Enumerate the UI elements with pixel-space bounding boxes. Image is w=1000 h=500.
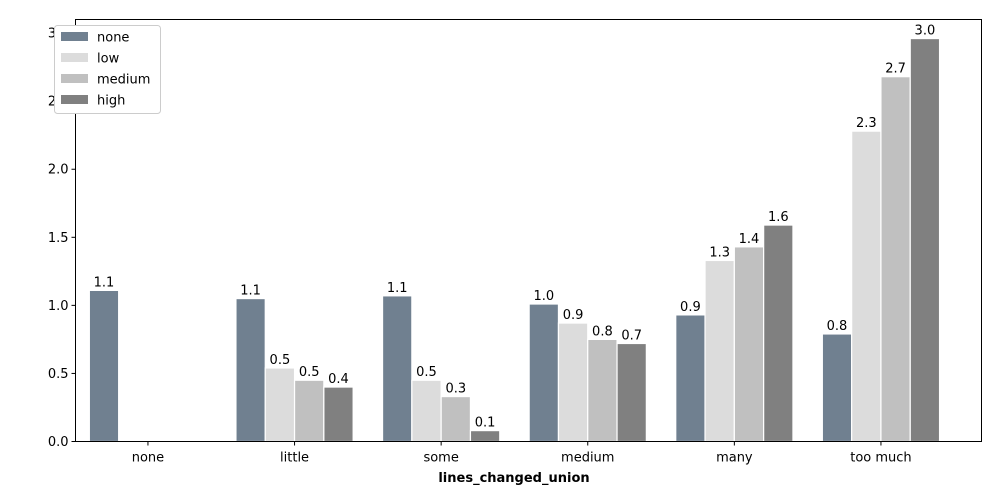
x-axis-title: lines_changed_union bbox=[438, 471, 589, 486]
legend-swatch-high bbox=[61, 95, 88, 104]
data-label: 1.1 bbox=[387, 281, 408, 296]
legend-label: high bbox=[97, 94, 125, 109]
data-label: 1.4 bbox=[739, 232, 760, 247]
data-label: 2.7 bbox=[885, 62, 906, 77]
bar-high bbox=[763, 224, 794, 443]
bar-medium bbox=[880, 76, 911, 443]
bar-none bbox=[381, 295, 413, 443]
bar-high bbox=[323, 386, 354, 443]
data-label: 0.4 bbox=[328, 372, 349, 387]
legend-box bbox=[54, 25, 161, 114]
data-label: 3.0 bbox=[915, 24, 936, 39]
bar-low bbox=[264, 367, 296, 443]
data-label: 1.3 bbox=[709, 245, 730, 260]
data-label: 0.8 bbox=[827, 319, 848, 334]
data-label: 0.9 bbox=[563, 308, 584, 323]
bar-none bbox=[675, 314, 706, 443]
x-axis: none little some medium many too much bbox=[132, 441, 912, 466]
data-label: 0.5 bbox=[416, 365, 437, 380]
bar-none bbox=[88, 289, 120, 443]
bar-high bbox=[909, 37, 941, 443]
x-tick-label: medium bbox=[561, 451, 614, 466]
legend-label: none bbox=[97, 31, 129, 46]
legend: none low medium high bbox=[54, 25, 161, 114]
data-label: 0.1 bbox=[475, 416, 496, 431]
y-tick-label: 0.0 bbox=[48, 435, 69, 450]
y-tick-label: 1.5 bbox=[48, 231, 69, 246]
data-label: 1.6 bbox=[768, 210, 789, 225]
legend-swatch-none bbox=[61, 32, 88, 41]
bar-low bbox=[557, 322, 589, 443]
data-label: 0.5 bbox=[270, 353, 291, 368]
bar-medium bbox=[733, 246, 765, 443]
legend-label: low bbox=[97, 52, 120, 67]
bar-high bbox=[616, 342, 647, 443]
data-label: 0.7 bbox=[621, 328, 642, 343]
plot-area: 1.1 1.1 0.5 0.5 0.4 1.1 0.5 0.3 0.1 1.0 0.9 0.8 0.7 0… bbox=[88, 24, 941, 443]
bar-low bbox=[411, 379, 442, 443]
bar-none bbox=[821, 333, 853, 443]
data-label: 0.8 bbox=[592, 324, 613, 339]
data-label: 0.5 bbox=[299, 365, 320, 380]
x-tick-label: many bbox=[716, 451, 753, 466]
legend-swatch-low bbox=[61, 53, 88, 62]
data-label: 1.1 bbox=[94, 275, 115, 290]
bar-low bbox=[704, 259, 735, 443]
bar-medium bbox=[587, 338, 618, 443]
y-tick-label: 2.0 bbox=[48, 163, 69, 178]
axes-frame bbox=[75, 19, 982, 442]
data-label: 2.3 bbox=[856, 116, 877, 131]
legend-swatch-medium bbox=[61, 74, 88, 83]
bar-low bbox=[851, 130, 882, 443]
bar-medium bbox=[440, 395, 472, 443]
bar-none bbox=[528, 303, 560, 443]
data-label: 0.9 bbox=[680, 300, 701, 315]
x-tick-label: none bbox=[132, 451, 164, 466]
bar-medium bbox=[293, 379, 325, 443]
x-tick-label: too much bbox=[850, 451, 911, 466]
bar-high bbox=[469, 430, 501, 443]
x-tick-label: little bbox=[280, 451, 309, 466]
bar-none bbox=[235, 297, 266, 443]
data-label: 0.3 bbox=[445, 382, 466, 397]
x-tick-label: some bbox=[423, 451, 458, 466]
y-tick-label: 1.0 bbox=[48, 299, 69, 314]
legend-label: medium bbox=[97, 73, 150, 88]
data-label: 1.1 bbox=[240, 284, 261, 299]
y-tick-label: 0.5 bbox=[48, 367, 69, 382]
data-label: 1.0 bbox=[533, 289, 554, 304]
